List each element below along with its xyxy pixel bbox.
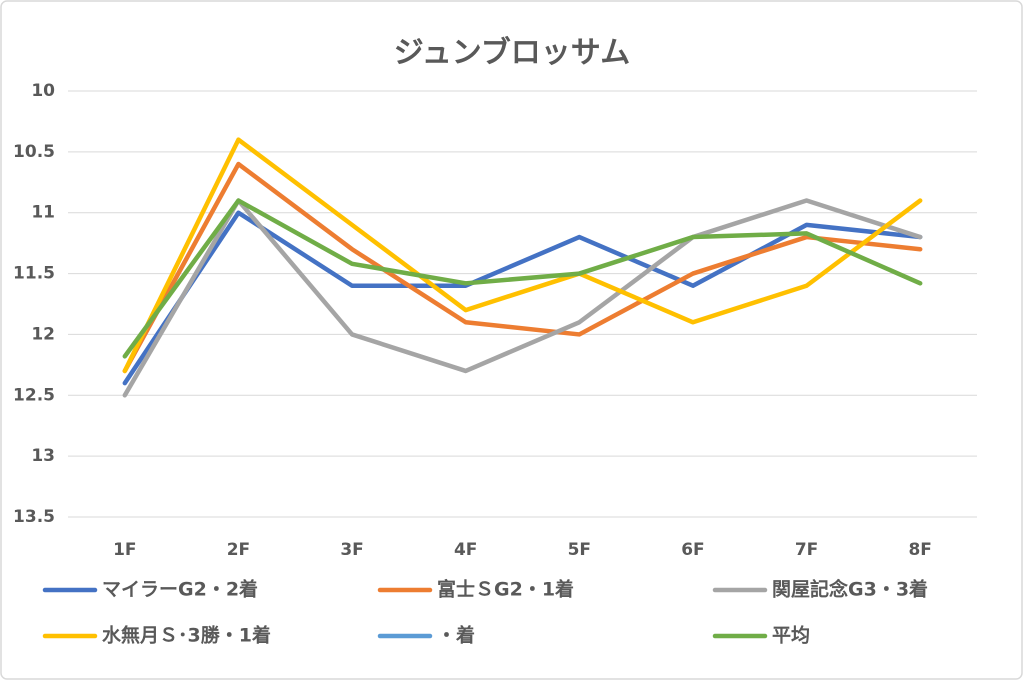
legend-label: 水無月Ｓ･3勝・1着 bbox=[102, 624, 271, 647]
y-tick-label: 13.5 bbox=[13, 507, 55, 527]
legend-label: 関屋記念G3・3着 bbox=[772, 578, 928, 601]
y-tick-label: 11.5 bbox=[13, 264, 55, 284]
x-tick-label: 1F bbox=[113, 540, 136, 560]
x-tick-label: 7F bbox=[795, 540, 818, 560]
x-tick-label: 8F bbox=[908, 540, 931, 560]
y-tick-label: 10 bbox=[31, 81, 55, 101]
x-tick-label: 2F bbox=[227, 540, 250, 560]
y-tick-label: 12 bbox=[31, 324, 55, 344]
legend-label: 平均 bbox=[772, 624, 810, 647]
legend-label: 富士ＳG2・1着 bbox=[437, 578, 574, 601]
y-tick-label: 12.5 bbox=[13, 385, 55, 405]
x-tick-label: 5F bbox=[568, 540, 591, 560]
x-tick-label: 4F bbox=[454, 540, 477, 560]
series-line bbox=[122, 198, 923, 359]
y-tick-label: 10.5 bbox=[13, 142, 55, 162]
x-tick-label: 3F bbox=[340, 540, 363, 560]
series-line bbox=[122, 161, 923, 374]
x-tick-label: 6F bbox=[681, 540, 704, 560]
chart-title: ジュンブロッサム bbox=[394, 36, 630, 71]
y-tick-label: 13 bbox=[31, 446, 55, 466]
legend-label: ・着 bbox=[437, 624, 475, 647]
legend-label: マイラーG2・2着 bbox=[102, 578, 258, 601]
y-tick-label: 11 bbox=[31, 203, 55, 223]
series-line bbox=[122, 198, 923, 398]
series-line bbox=[122, 137, 923, 374]
